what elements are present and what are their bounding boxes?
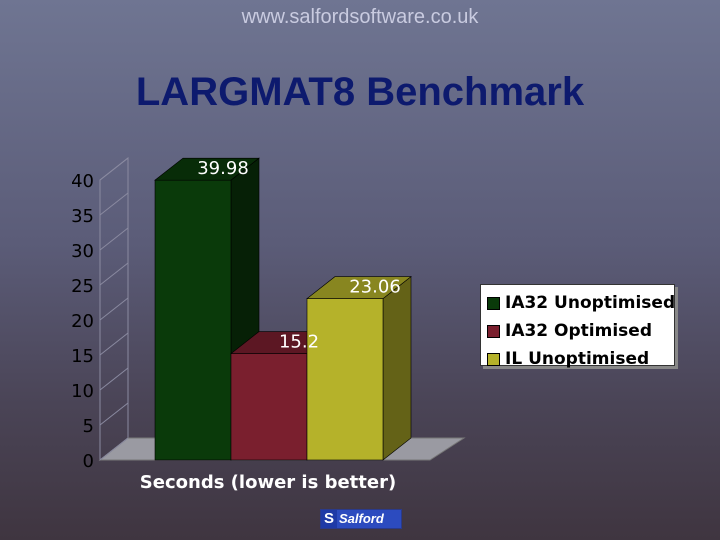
legend-label: IL Unoptimised [505, 349, 650, 369]
legend-swatch [487, 352, 500, 366]
y-tick-label: 25 [71, 276, 94, 297]
chart-title: LARGMAT8 Benchmark [135, 70, 585, 114]
tick-line [99, 227, 129, 251]
bars [154, 157, 412, 461]
data-label: 15.2 [279, 332, 319, 353]
bar-top [154, 157, 260, 181]
tick-line [99, 192, 129, 216]
y-tick-label: 35 [71, 206, 94, 227]
bar-top [306, 276, 412, 299]
tick-line [99, 262, 129, 286]
y-tick-label: 30 [71, 241, 94, 262]
y-tick-label: 15 [71, 346, 94, 367]
y-tick-label: 20 [71, 311, 94, 332]
tick-line [99, 367, 129, 391]
salford-logo: S Salford [320, 509, 402, 529]
y-tick-label: 10 [71, 381, 94, 402]
bar-side [382, 275, 412, 461]
bar-il-unoptimised [306, 275, 412, 461]
legend-label: IA32 Optimised [505, 321, 652, 341]
legend-swatch [487, 296, 500, 310]
tick-line [99, 402, 129, 426]
bar-front [306, 298, 384, 461]
tick-line [99, 437, 129, 461]
tick-line [99, 332, 129, 356]
y-axis-ticks: 0 5 10 15 20 25 30 35 40 [71, 171, 94, 472]
bar-front [230, 353, 308, 461]
x-axis-label: Seconds (lower is better) [140, 472, 396, 493]
legend-label: IA32 Unoptimised [505, 293, 676, 313]
legend-item-ia32-unoptimised: IA32 Unoptimised [487, 289, 676, 317]
y-tick-label: 40 [71, 171, 94, 192]
tick-line [99, 297, 129, 321]
bar-ia32-unoptimised [154, 157, 260, 461]
legend-swatch [487, 324, 500, 338]
data-label: 39.98 [197, 158, 249, 179]
y-tick-label: 5 [83, 416, 94, 437]
y-tick-label: 0 [83, 451, 94, 472]
legend-item-il-unoptimised: IL Unoptimised [487, 345, 674, 373]
logo-mark: S [321, 510, 337, 528]
website-url: www.salfordsoftware.co.uk [241, 6, 479, 28]
data-labels: 39.98 15.2 23.06 [197, 158, 401, 352]
bar-front [154, 179, 232, 461]
legend-item-ia32-optimised: IA32 Optimised [487, 317, 674, 345]
tick-line [99, 157, 129, 181]
logo-text: Salford [337, 510, 401, 528]
data-label: 23.06 [349, 277, 401, 298]
legend: IA32 Unoptimised IA32 Optimised IL Unopt… [480, 284, 676, 369]
